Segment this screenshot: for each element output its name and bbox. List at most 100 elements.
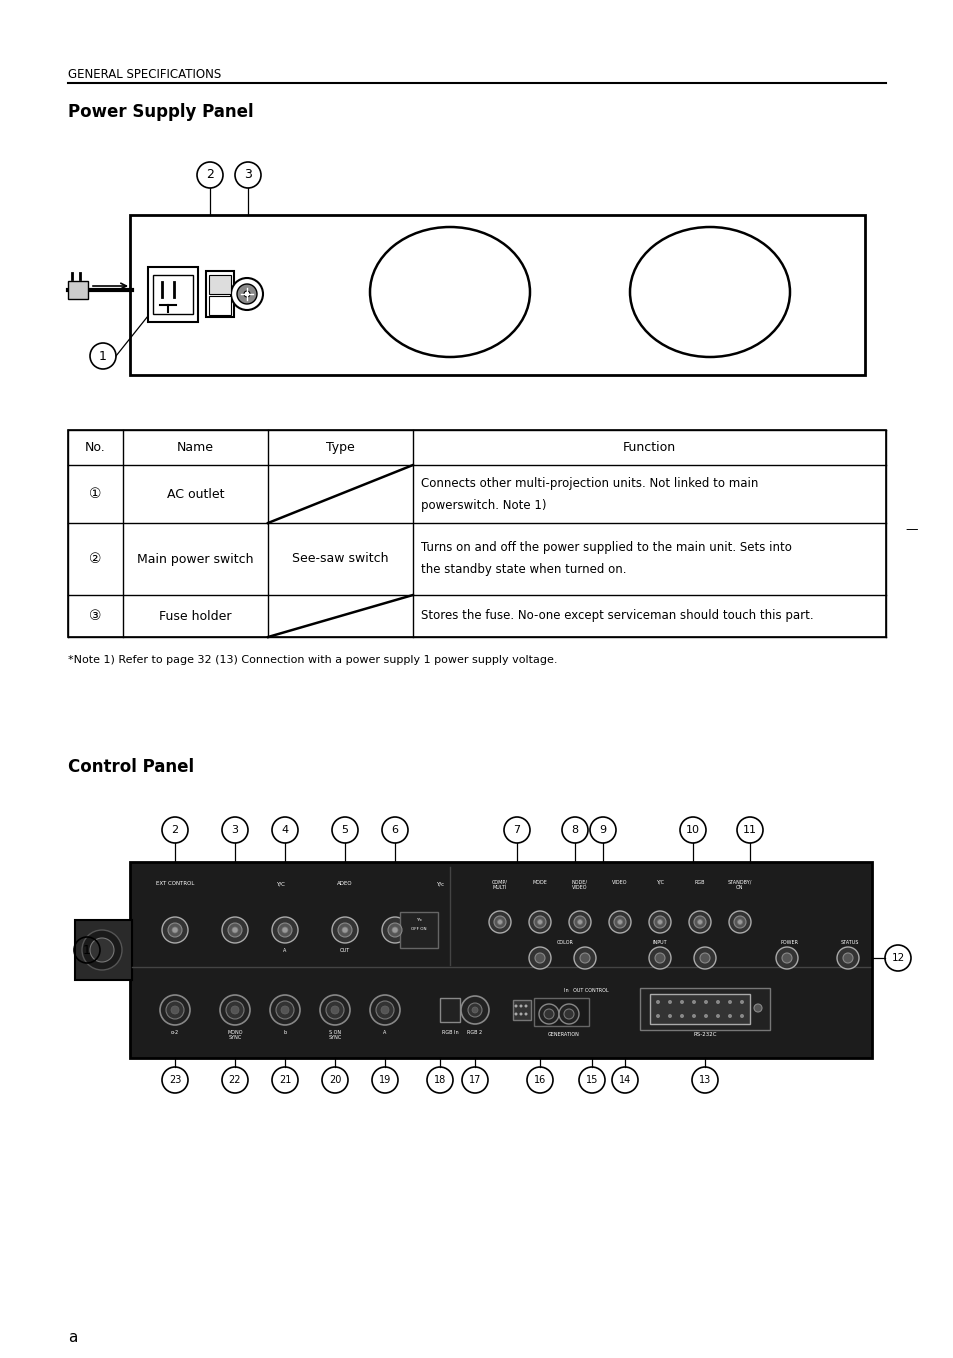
Text: —: — xyxy=(904,523,918,536)
Text: RS-232C: RS-232C xyxy=(693,1032,716,1038)
Text: α-2: α-2 xyxy=(171,1029,179,1035)
Text: No.: No. xyxy=(85,441,106,454)
Circle shape xyxy=(534,917,545,928)
Circle shape xyxy=(733,917,745,928)
Text: 20: 20 xyxy=(329,1076,341,1085)
Circle shape xyxy=(775,947,797,970)
Bar xyxy=(68,281,88,299)
Circle shape xyxy=(392,928,397,933)
Text: Y/C: Y/C xyxy=(275,881,284,885)
Circle shape xyxy=(577,919,582,925)
Circle shape xyxy=(494,917,505,928)
Text: *Note 1) Refer to page 32 (13) Connection with a power supply 1 power supply vol: *Note 1) Refer to page 32 (13) Connectio… xyxy=(68,655,557,665)
Text: powerswitch. Note 1): powerswitch. Note 1) xyxy=(420,498,546,512)
Text: A: A xyxy=(283,948,287,953)
Text: 22: 22 xyxy=(229,1076,241,1085)
Text: 6: 6 xyxy=(391,826,398,835)
Circle shape xyxy=(716,999,720,1004)
Text: Control Panel: Control Panel xyxy=(68,758,193,775)
Text: 9: 9 xyxy=(598,826,606,835)
Circle shape xyxy=(655,953,664,963)
Text: Y/c: Y/c xyxy=(436,881,443,885)
Circle shape xyxy=(519,1005,522,1008)
Text: A: A xyxy=(383,1029,386,1035)
Circle shape xyxy=(781,953,791,963)
Circle shape xyxy=(236,284,256,304)
Circle shape xyxy=(380,1006,389,1014)
Text: 2: 2 xyxy=(172,826,178,835)
Circle shape xyxy=(228,923,242,937)
Circle shape xyxy=(166,1001,184,1018)
Circle shape xyxy=(272,917,297,942)
Circle shape xyxy=(226,1001,244,1018)
Text: STATUS: STATUS xyxy=(840,940,859,945)
Text: Power Supply Panel: Power Supply Panel xyxy=(68,103,253,121)
Text: 14: 14 xyxy=(618,1076,631,1085)
Text: INPUT: INPUT xyxy=(652,940,666,945)
Bar xyxy=(130,215,864,375)
Circle shape xyxy=(697,919,701,925)
Text: S ON
SYNC: S ON SYNC xyxy=(328,1029,341,1040)
Text: 11: 11 xyxy=(742,826,757,835)
Circle shape xyxy=(727,999,731,1004)
Ellipse shape xyxy=(370,227,530,357)
Bar xyxy=(639,989,769,1029)
Circle shape xyxy=(753,1004,761,1012)
Circle shape xyxy=(222,917,248,942)
Text: 4: 4 xyxy=(281,826,288,835)
Text: ②: ② xyxy=(90,551,102,566)
Text: the standby state when turned on.: the standby state when turned on. xyxy=(420,564,626,577)
Text: 3: 3 xyxy=(244,168,252,182)
Circle shape xyxy=(168,923,182,937)
Circle shape xyxy=(538,1004,558,1024)
Text: Connects other multi-projection units. Not linked to main: Connects other multi-projection units. N… xyxy=(420,477,758,489)
Text: VIDEO: VIDEO xyxy=(612,880,627,885)
Circle shape xyxy=(497,919,502,925)
Text: Type: Type xyxy=(326,441,355,454)
Text: 5: 5 xyxy=(341,826,348,835)
Circle shape xyxy=(472,1008,477,1013)
Circle shape xyxy=(574,947,596,970)
Bar xyxy=(513,999,531,1020)
Text: 17: 17 xyxy=(468,1076,480,1085)
Text: 21: 21 xyxy=(278,1076,291,1085)
Circle shape xyxy=(740,999,743,1004)
Circle shape xyxy=(388,923,401,937)
Circle shape xyxy=(716,1014,720,1018)
Bar xyxy=(399,913,437,948)
Bar xyxy=(649,994,749,1024)
Circle shape xyxy=(740,1014,743,1018)
Text: ③: ③ xyxy=(90,608,102,623)
Circle shape xyxy=(529,911,551,933)
Circle shape xyxy=(679,999,683,1004)
Circle shape xyxy=(244,291,250,297)
Circle shape xyxy=(558,1004,578,1024)
Text: RGB: RGB xyxy=(694,880,704,885)
Circle shape xyxy=(171,1006,179,1014)
Text: 8: 8 xyxy=(571,826,578,835)
Circle shape xyxy=(231,278,263,310)
Circle shape xyxy=(535,953,544,963)
Text: Y/c: Y/c xyxy=(416,918,421,922)
Text: See-saw switch: See-saw switch xyxy=(292,553,388,565)
Text: MONO
SYNC: MONO SYNC xyxy=(227,1029,242,1040)
Circle shape xyxy=(231,1006,239,1014)
Circle shape xyxy=(489,911,511,933)
Bar xyxy=(68,430,885,637)
Circle shape xyxy=(160,995,190,1025)
Text: 15: 15 xyxy=(585,1076,598,1085)
Bar xyxy=(534,998,588,1027)
Text: In   OUT CONTROL: In OUT CONTROL xyxy=(563,989,608,993)
Bar xyxy=(75,919,132,980)
Circle shape xyxy=(82,930,122,970)
Text: Name: Name xyxy=(177,441,213,454)
Circle shape xyxy=(608,911,630,933)
Circle shape xyxy=(700,953,709,963)
Circle shape xyxy=(270,995,299,1025)
Circle shape xyxy=(220,995,250,1025)
Text: Fuse holder: Fuse holder xyxy=(159,610,232,622)
Circle shape xyxy=(657,919,661,925)
Circle shape xyxy=(688,911,710,933)
Circle shape xyxy=(737,919,741,925)
Circle shape xyxy=(842,953,852,963)
